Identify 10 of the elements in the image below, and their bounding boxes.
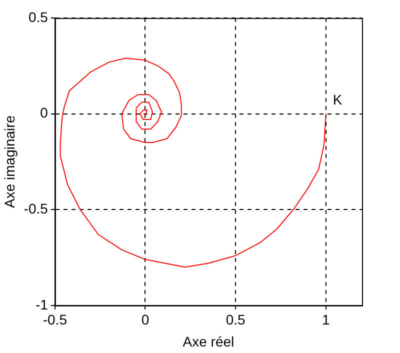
x-tick-label: 0 xyxy=(141,312,150,328)
y-tick-label: 0.5 xyxy=(28,8,48,25)
y-tick-label: -0.5 xyxy=(24,200,48,216)
annotation: K xyxy=(332,92,343,108)
y-axis-title: Axe imaginaire xyxy=(1,115,18,208)
x-axis-title: Axe réel xyxy=(182,333,234,350)
x-tick-label: 0.5 xyxy=(226,312,246,328)
x-tick-label: 1 xyxy=(322,312,330,328)
y-tick-label: -1 xyxy=(35,296,48,312)
y-tick-label: 0 xyxy=(40,104,48,121)
